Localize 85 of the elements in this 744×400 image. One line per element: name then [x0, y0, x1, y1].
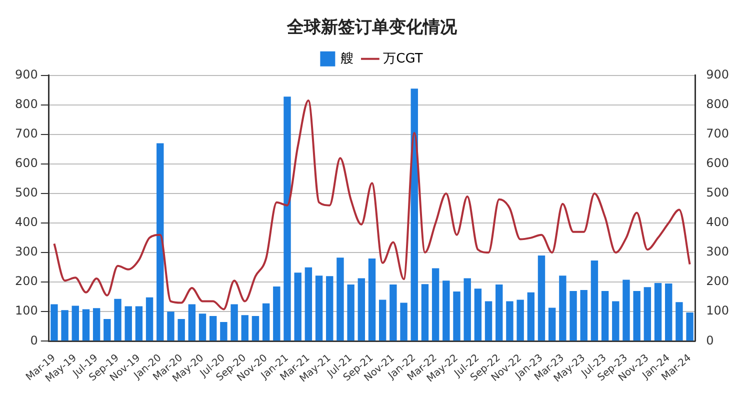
- bar: [167, 312, 174, 341]
- bar: [410, 88, 418, 341]
- y-tick-label: 900: [15, 68, 38, 82]
- bar: [124, 306, 132, 341]
- y-tick-label: 500: [15, 186, 38, 200]
- bar: [241, 315, 248, 341]
- bar: [484, 301, 492, 341]
- bar: [104, 318, 111, 341]
- bar: [527, 292, 534, 341]
- bar: [358, 278, 366, 341]
- y2-tick-label: 200: [706, 274, 729, 288]
- bar: [644, 287, 652, 341]
- y-tick-label: 100: [15, 304, 38, 318]
- bar: [622, 280, 630, 341]
- bar: [580, 290, 588, 341]
- y-tick-label: 0: [30, 333, 38, 348]
- bar: [368, 258, 376, 341]
- bar: [548, 308, 556, 341]
- bar: [61, 310, 68, 341]
- bar: [273, 286, 280, 341]
- bar: [590, 260, 598, 341]
- bar: [135, 306, 143, 341]
- bar: [294, 272, 302, 341]
- y2-tick-label: 900: [706, 68, 729, 82]
- line-series: [53, 99, 691, 310]
- bar: [82, 309, 90, 341]
- bar: [347, 284, 354, 341]
- y2-tick-label: 600: [706, 156, 729, 170]
- bar: [570, 290, 577, 341]
- bar: [146, 297, 154, 341]
- bar: [188, 304, 196, 341]
- bar: [210, 316, 217, 341]
- bar: [304, 267, 312, 341]
- y-tick-label: 700: [15, 126, 38, 141]
- bar: [676, 302, 683, 341]
- bar: [252, 316, 260, 341]
- bar: [198, 314, 206, 341]
- bar: [114, 298, 122, 341]
- bar: [633, 290, 640, 341]
- bar: [378, 300, 386, 341]
- y2-tick-label: 0: [706, 333, 714, 348]
- y-tick-label: 200: [15, 274, 38, 288]
- legend-label: 艘: [340, 51, 354, 66]
- bar: [421, 284, 429, 341]
- chart-title: 全球新签订单变化情况: [286, 18, 458, 38]
- bar: [506, 301, 514, 341]
- bar: [220, 322, 228, 341]
- bar: [538, 256, 546, 341]
- bar: [654, 282, 662, 341]
- bar: [612, 301, 620, 341]
- y2-tick-label: 500: [706, 186, 729, 200]
- legend-label: 万CGT: [383, 51, 423, 66]
- bar: [496, 284, 503, 341]
- y2-tick-label: 700: [706, 126, 729, 141]
- bar: [315, 276, 323, 341]
- bar: [432, 268, 440, 341]
- bar: [464, 278, 471, 341]
- y-tick-label: 600: [15, 156, 38, 170]
- bar: [336, 258, 344, 341]
- bar: [262, 303, 270, 341]
- y-tick-label: 400: [15, 215, 38, 230]
- bar: [516, 300, 524, 341]
- bar: [601, 290, 609, 341]
- bar: [178, 318, 185, 341]
- y-tick-label: 300: [15, 244, 38, 259]
- bar: [400, 302, 408, 341]
- y2-tick-label: 400: [706, 215, 729, 230]
- bar: [284, 96, 291, 341]
- bar: [156, 143, 164, 341]
- y2-tick-label: 100: [706, 304, 729, 318]
- bar: [474, 288, 482, 341]
- bar: [50, 304, 58, 341]
- bar: [665, 284, 672, 341]
- bar: [453, 292, 460, 341]
- bar: [686, 312, 694, 341]
- bar: [326, 276, 334, 341]
- bar: [230, 304, 238, 341]
- bar: [92, 308, 100, 341]
- bar: [72, 306, 79, 341]
- bar: [559, 276, 566, 341]
- y2-tick-label: 800: [706, 97, 729, 112]
- bar: [390, 284, 397, 341]
- y2-tick-label: 300: [706, 244, 729, 259]
- y-tick-label: 800: [15, 97, 38, 112]
- bar: [442, 280, 450, 341]
